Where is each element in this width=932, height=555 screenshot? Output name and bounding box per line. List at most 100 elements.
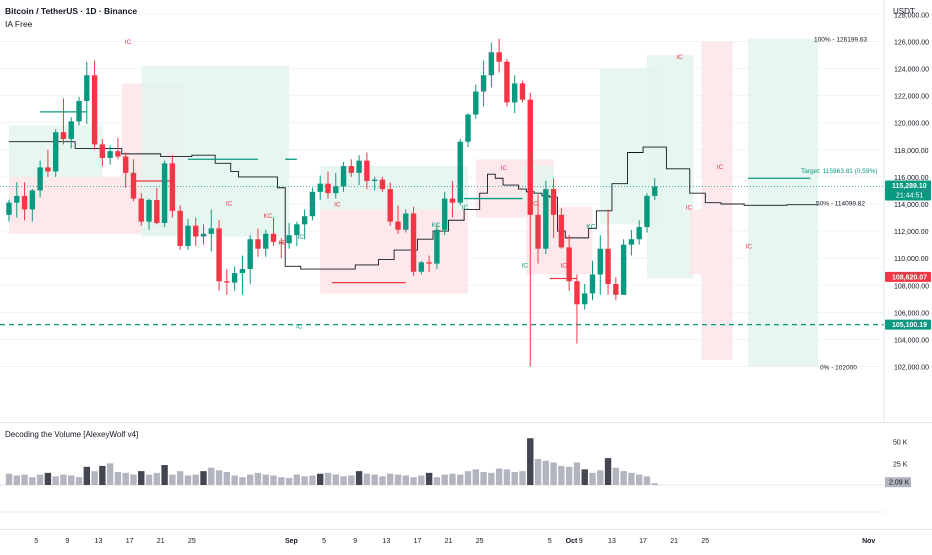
volume-bar [200, 471, 207, 485]
volume-bar [635, 474, 643, 485]
volume-bar [511, 472, 518, 485]
volume-bar [138, 471, 145, 485]
candle-body [535, 214, 541, 249]
volume-bar [379, 476, 386, 485]
time-tick: 9 [353, 538, 357, 545]
candle-body [589, 274, 596, 294]
signal-label: IC [296, 324, 303, 331]
candle-body [68, 121, 74, 139]
volume-bar [457, 474, 464, 485]
time-tick: 25 [188, 538, 196, 545]
signal-label: IC [501, 165, 508, 172]
volume-bar [472, 469, 479, 485]
volume-bar [573, 462, 581, 485]
volume-bar [21, 474, 28, 485]
candle-body [480, 75, 487, 92]
volume-bar [542, 460, 550, 485]
volume-tick: 50 K [893, 440, 908, 447]
volume-bar [161, 465, 168, 485]
candle-body [177, 210, 183, 247]
volume-bar [371, 474, 378, 485]
candle-body [512, 83, 518, 103]
volume-bar [355, 471, 363, 485]
candle-body [426, 262, 432, 264]
volume-bar [68, 475, 75, 485]
volume-bar [604, 458, 612, 485]
candle-body [613, 283, 619, 295]
volume-bar [565, 466, 573, 485]
price-red-badge-text: 108,620.07 [892, 274, 927, 281]
signal-label: IC [334, 202, 341, 209]
signal-label: IC [717, 164, 724, 171]
candle-body [333, 186, 339, 194]
volume-bar [75, 477, 83, 485]
candle-body [146, 199, 152, 222]
time-tick: 25 [476, 538, 484, 545]
signal-label: IC [125, 39, 132, 46]
volume-bar [60, 474, 67, 485]
signal-label: IC [298, 234, 305, 241]
time-tick: 13 [608, 538, 616, 545]
volume-bar [418, 475, 425, 485]
currency-label[interactable]: USDT [893, 7, 915, 16]
candle-body [504, 61, 510, 103]
signal-label: IC [676, 54, 683, 61]
indicator-title[interactable]: IA Free [5, 19, 33, 29]
price-tick: 102,000.00 [894, 365, 929, 372]
signal-label: KC [264, 213, 273, 220]
candle-body [286, 235, 292, 244]
volume-bar [13, 475, 20, 485]
volume-bar [231, 475, 238, 485]
volume-tick: 25 K [893, 461, 908, 468]
candle-body [387, 189, 393, 222]
volume-bar [480, 472, 487, 485]
candle-body [418, 262, 425, 272]
candle-body [364, 160, 370, 181]
candle-body [652, 186, 658, 196]
price-tick: 122,000.00 [894, 94, 929, 101]
volume-bar [278, 477, 285, 485]
price-current-badge-text: 115,289.10 [892, 183, 927, 190]
time-tick: 17 [639, 538, 647, 545]
price-tick: 114,000.00 [894, 202, 929, 209]
volume-bar [317, 473, 324, 485]
volume-bar [550, 462, 557, 485]
candle-body [239, 269, 246, 274]
chart-symbol-title[interactable]: Bitcoin / TetherUS · 1D · Binance [5, 6, 138, 16]
candle-body [278, 241, 284, 244]
candle-body [29, 190, 36, 210]
signal-label: KC [586, 223, 595, 230]
candle-body [597, 248, 603, 275]
price-tick: 126,000.00 [894, 39, 929, 46]
volume-last-badge [885, 477, 911, 488]
volume-bar [176, 471, 184, 485]
volume-bar [44, 472, 52, 485]
volume-bar [285, 478, 293, 485]
volume-bar [122, 472, 129, 485]
volume-bar [519, 471, 526, 485]
zone-red [689, 209, 702, 275]
volume-bar [99, 465, 106, 485]
candle-body [441, 198, 448, 230]
candle-body [465, 114, 471, 142]
price-tick: 124,000.00 [894, 67, 929, 74]
candle-body [138, 198, 144, 222]
candle-body [107, 151, 113, 158]
volume-bar [410, 477, 417, 485]
candle-body [340, 166, 347, 187]
volume-bar [558, 465, 565, 485]
time-tick: 9 [65, 538, 69, 545]
candle-body [294, 224, 300, 236]
time-tick: Sep [285, 538, 298, 545]
volume-bar [488, 472, 495, 485]
candle-body [620, 244, 627, 295]
volume-bar [449, 473, 456, 485]
volume-bar [309, 475, 316, 485]
volume-bar [223, 472, 231, 485]
volume-bar [29, 477, 36, 485]
candle-body [270, 233, 277, 242]
volume-indicator-title[interactable]: Decoding the Volume [AlexeyWolf v4] [5, 430, 139, 439]
volume-bar [324, 472, 332, 485]
